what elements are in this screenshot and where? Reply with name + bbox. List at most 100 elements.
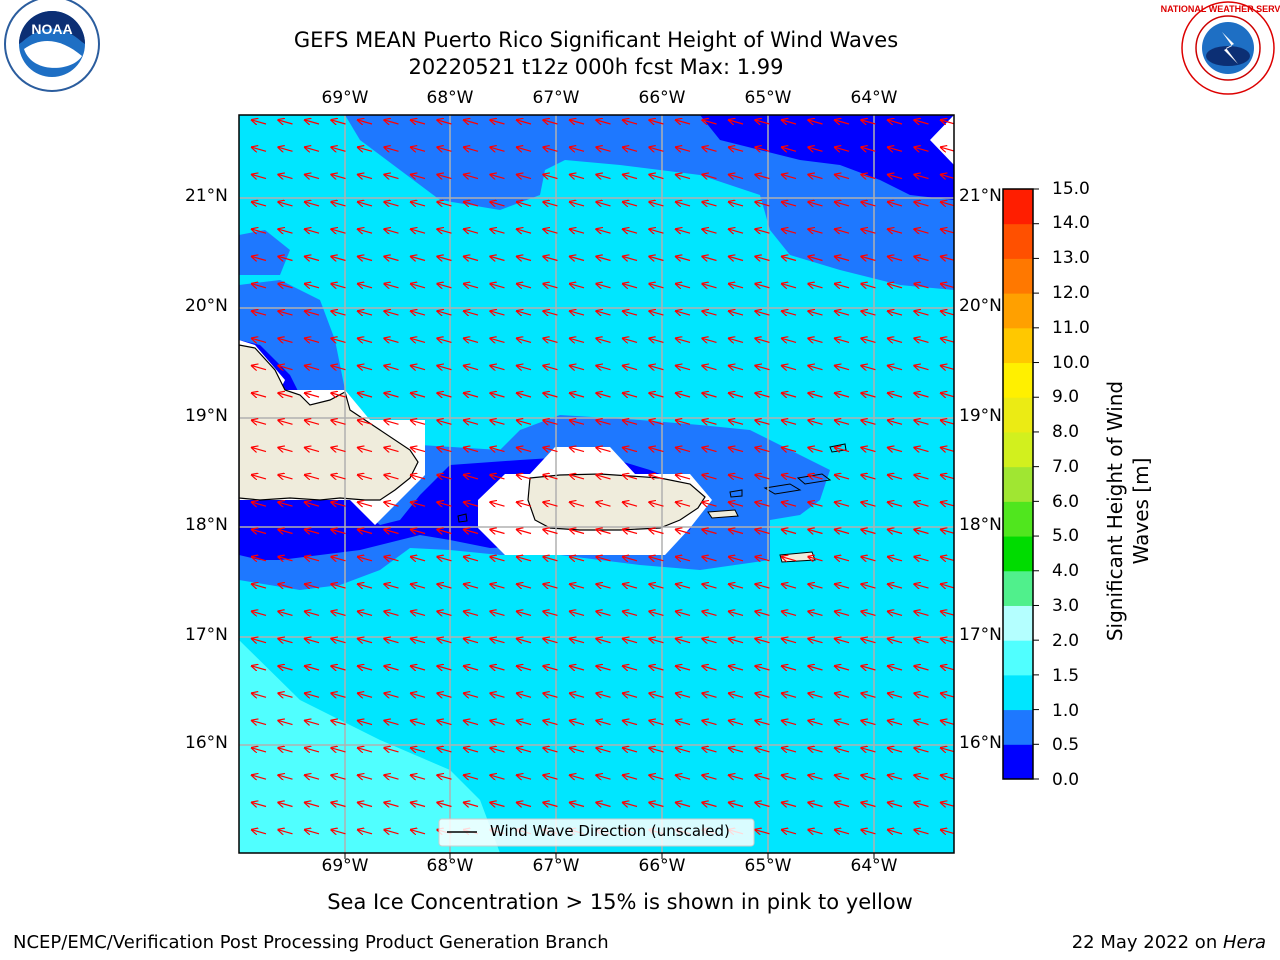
direction-arrow — [650, 366, 664, 370]
direction-arrow — [358, 448, 373, 452]
lon-label-top-64w: 64°W — [850, 88, 898, 108]
direction-arrow — [650, 448, 664, 452]
direction-arrow — [676, 448, 691, 452]
direction-arrow — [279, 721, 293, 725]
direction-arrow — [305, 557, 320, 561]
direction-arrow — [385, 147, 399, 151]
direction-arrow — [835, 530, 850, 534]
direction-arrow — [385, 448, 399, 452]
colorbar-segment — [1003, 397, 1033, 433]
direction-arrow — [782, 584, 797, 588]
direction-arrow — [650, 584, 664, 588]
direction-arrow — [650, 393, 664, 397]
colorbar-tick: 1.0 — [1052, 701, 1080, 721]
lat-label-left-21n: 21°N — [185, 186, 228, 206]
direction-arrow — [756, 393, 770, 397]
direction-arrow — [941, 202, 954, 206]
direction-arrow — [438, 448, 452, 452]
direction-arrow — [252, 338, 267, 342]
direction-arrow — [438, 721, 452, 725]
direction-arrow — [941, 420, 954, 424]
direction-arrow — [252, 530, 267, 534]
direction-arrow — [544, 639, 558, 643]
direction-arrow — [756, 530, 770, 534]
direction-arrow — [650, 666, 664, 670]
direction-arrow — [862, 830, 876, 834]
direction-arrow — [729, 693, 744, 697]
direction-arrow — [358, 338, 373, 342]
direction-arrow — [862, 229, 876, 233]
direction-arrow — [385, 393, 399, 397]
colorbar-label: Significant Height of Wind Waves [m] — [1103, 380, 1153, 642]
direction-arrow — [464, 257, 479, 261]
direction-arrow — [464, 666, 479, 670]
direction-arrow — [385, 830, 399, 834]
direction-arrow — [888, 284, 903, 288]
direction-arrow — [305, 775, 320, 779]
direction-arrow — [411, 611, 426, 615]
direction-arrow — [915, 721, 929, 725]
direction-arrow — [862, 284, 876, 288]
direction-arrow — [941, 557, 954, 561]
direction-arrow — [650, 229, 664, 233]
direction-arrow — [650, 530, 664, 534]
colorbar-tick: 1.5 — [1052, 666, 1080, 686]
direction-arrow — [305, 830, 320, 834]
direction-arrow — [915, 338, 929, 342]
direction-arrow — [517, 721, 532, 725]
direction-arrow — [809, 557, 823, 561]
direction-arrow — [252, 284, 267, 288]
direction-arrow — [941, 639, 954, 643]
direction-arrow — [835, 202, 850, 206]
direction-arrow — [358, 748, 373, 752]
lon-label-top-65w: 65°W — [744, 88, 792, 108]
direction-arrow — [597, 584, 611, 588]
direction-arrow — [252, 502, 267, 506]
direction-arrow — [464, 202, 479, 206]
direction-arrow — [623, 393, 638, 397]
colorbar-tick: 7.0 — [1052, 457, 1080, 477]
figure-subtitle: 20220521 t12z 000h fcst Max: 1.99 — [408, 55, 784, 79]
direction-arrow — [915, 639, 929, 643]
direction-arrow — [782, 420, 797, 424]
direction-arrow — [279, 229, 293, 233]
direction-arrow — [597, 611, 611, 615]
direction-arrow — [835, 611, 850, 615]
direction-arrow — [491, 748, 505, 752]
direction-arrow — [438, 229, 452, 233]
direction-arrow — [809, 147, 823, 151]
direction-arrow — [703, 557, 717, 561]
direction-arrow — [491, 693, 505, 697]
direction-arrow — [756, 257, 770, 261]
direction-arrow — [358, 175, 373, 179]
svg-text:NOAA: NOAA — [31, 21, 72, 37]
direction-arrow — [756, 202, 770, 206]
direction-arrow — [438, 666, 452, 670]
lat-label-right-17n: 17°N — [959, 625, 1002, 645]
footer-date: 22 May 2022 on Hera — [1071, 932, 1266, 953]
direction-arrow — [544, 748, 558, 752]
direction-arrow — [809, 530, 823, 534]
direction-arrow — [941, 393, 954, 397]
direction-arrow — [756, 748, 770, 752]
colorbar-segment — [1003, 570, 1033, 606]
direction-arrow — [305, 311, 320, 315]
direction-arrow — [517, 693, 532, 697]
direction-arrow — [358, 147, 373, 151]
colorbar-segment — [1003, 466, 1033, 502]
direction-arrow — [570, 284, 585, 288]
direction-arrow — [279, 666, 293, 670]
direction-arrow — [438, 475, 452, 479]
colorbar-tick: 10.0 — [1052, 353, 1090, 373]
direction-arrow — [835, 721, 850, 725]
direction-arrow — [438, 175, 452, 179]
direction-arrow — [676, 721, 691, 725]
direction-arrow — [411, 284, 426, 288]
direction-arrow — [676, 557, 691, 561]
colorbar-segment — [1003, 709, 1033, 745]
direction-arrow — [782, 175, 797, 179]
direction-arrow — [570, 448, 585, 452]
direction-arrow — [915, 120, 929, 124]
direction-arrow — [305, 338, 320, 342]
direction-arrow — [729, 721, 744, 725]
